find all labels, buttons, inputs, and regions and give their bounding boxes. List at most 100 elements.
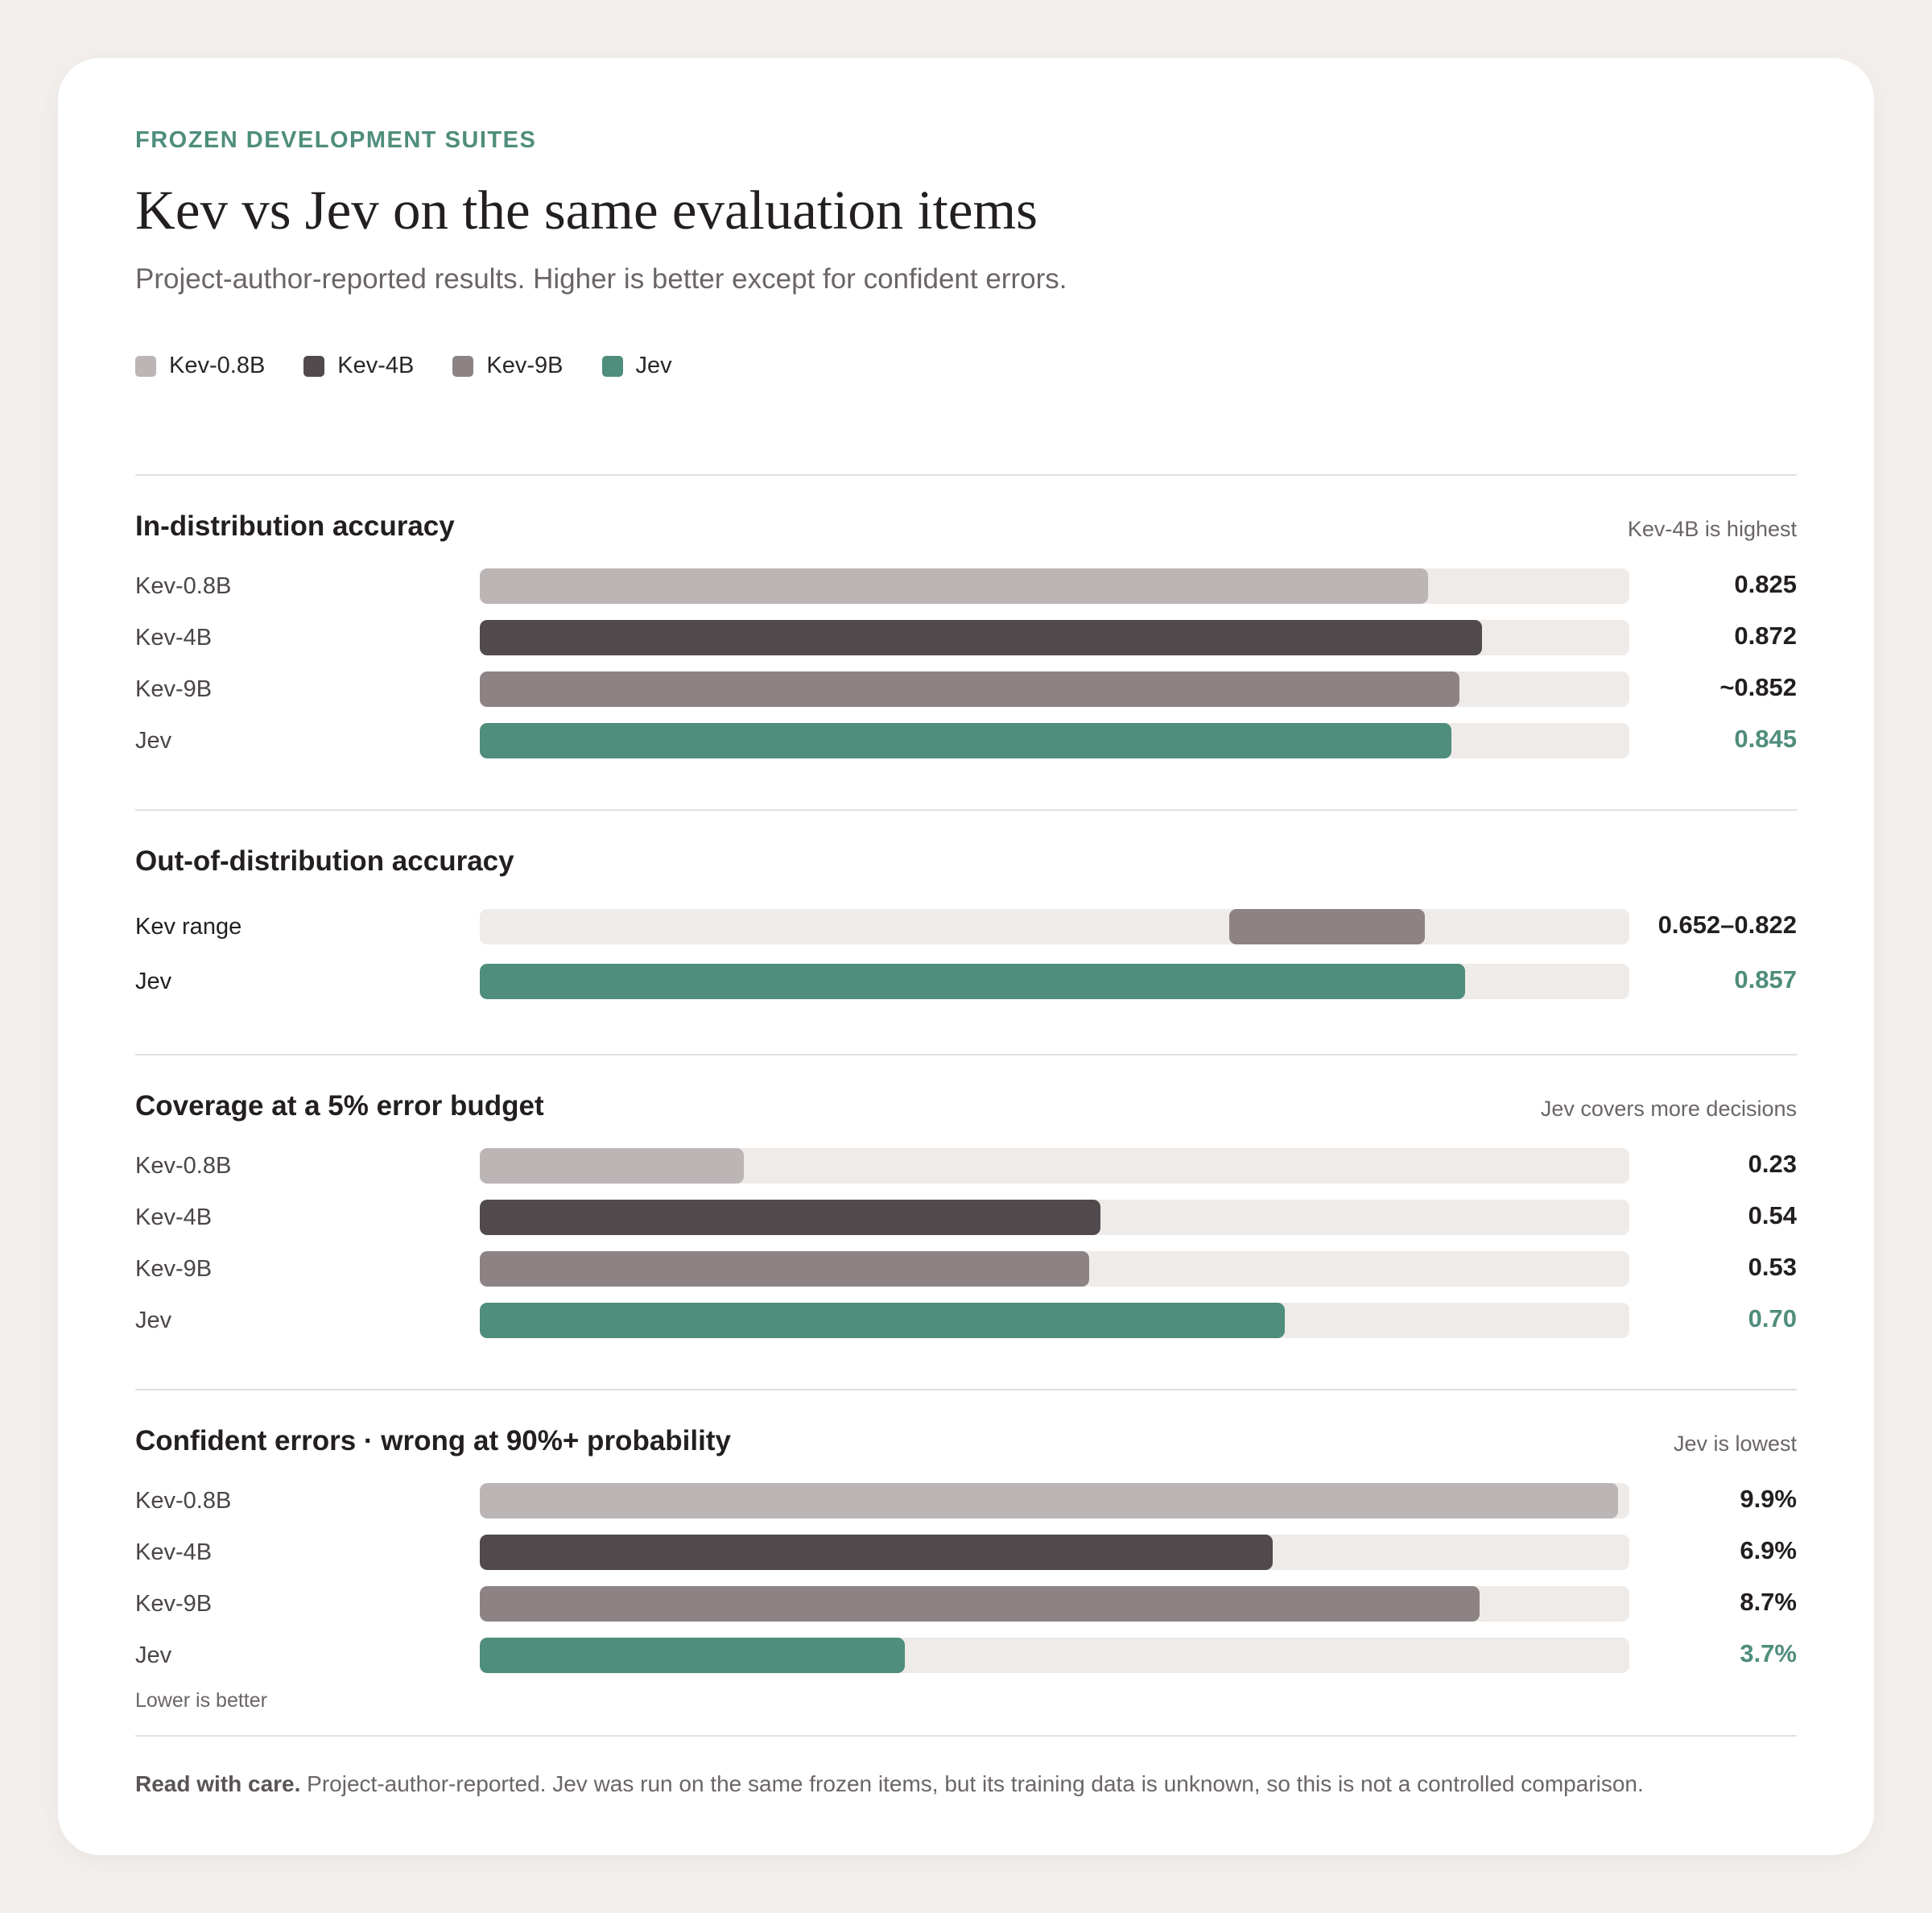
legend-swatch-kev-9b xyxy=(452,355,474,377)
bar-label: Kev-0.8B xyxy=(135,573,232,599)
section-title: Confident errors · wrong at 90%+ probabi… xyxy=(135,1425,731,1456)
bar-row: Kev-0.8B 0.23 xyxy=(135,1148,1797,1184)
divider xyxy=(135,809,1797,811)
bar-label: Jev xyxy=(135,728,172,754)
bar-value: 0.857 xyxy=(1734,965,1797,994)
legend-swatch-jev xyxy=(601,355,623,377)
bar-label: Kev-9B xyxy=(135,1591,213,1617)
divider xyxy=(135,1389,1797,1390)
section-note: Jev is lowest xyxy=(1673,1432,1797,1456)
bar-row: Kev-4B 6.9% xyxy=(135,1535,1797,1570)
bar-label: Kev-9B xyxy=(135,676,213,702)
bar-label: Kev-4B xyxy=(135,1539,213,1565)
bar-row: Kev-9B ~0.852 xyxy=(135,671,1797,707)
bar-label: Jev xyxy=(135,1642,172,1668)
bar-track xyxy=(480,1586,1629,1622)
bar-value: 0.23 xyxy=(1748,1150,1797,1178)
legend-item-kev-0-8b: Kev-0.8B xyxy=(135,353,265,379)
range-bar-fill xyxy=(1229,909,1425,944)
bar-track xyxy=(480,1638,1629,1673)
chart-card: FROZEN DEVELOPMENT SUITES Kev vs Jev on … xyxy=(58,58,1874,1855)
bar-fill xyxy=(480,671,1459,707)
chart-subtitle: Project-author-reported results. Higher … xyxy=(135,263,1067,295)
bar-value: 0.70 xyxy=(1748,1304,1797,1332)
divider xyxy=(135,1735,1797,1737)
bar-track xyxy=(480,1251,1629,1287)
section-note: Jev covers more decisions xyxy=(1540,1097,1797,1121)
bar-label: Kev-0.8B xyxy=(135,1153,232,1179)
bar-value: 0.872 xyxy=(1734,622,1797,650)
bar-label: Jev xyxy=(135,1308,172,1333)
bar-row: Kev-0.8B 0.825 xyxy=(135,568,1797,604)
bar-track xyxy=(480,909,1629,944)
bar-value: 6.9% xyxy=(1740,1536,1797,1564)
bar-track xyxy=(480,1535,1629,1570)
divider xyxy=(135,474,1797,476)
bar-track xyxy=(480,723,1629,758)
bar-fill xyxy=(480,1586,1480,1622)
lower-is-better-note: Lower is better xyxy=(135,1689,267,1712)
legend: Kev-0.8B Kev-4B Kev-9B Jev xyxy=(135,353,711,379)
bar-track xyxy=(480,1200,1629,1235)
footer-bold: Read with care. xyxy=(135,1771,301,1796)
bar-label: Kev-4B xyxy=(135,625,213,651)
footer-text: Project-author-reported. Jev was run on … xyxy=(300,1771,1644,1796)
bar-value: 0.845 xyxy=(1734,725,1797,753)
legend-item-kev-9b: Kev-9B xyxy=(452,353,564,379)
legend-label-kev-4b: Kev-4B xyxy=(337,353,415,378)
bar-row: Jev 0.845 xyxy=(135,723,1797,758)
bar-track xyxy=(480,1303,1629,1338)
bar-track xyxy=(480,568,1629,604)
bar-fill xyxy=(480,1638,906,1673)
bar-label: Kev-9B xyxy=(135,1256,213,1282)
section-title: Coverage at a 5% error budget xyxy=(135,1090,544,1122)
bar-fill xyxy=(480,1303,1285,1338)
bar-label: Kev-0.8B xyxy=(135,1488,232,1514)
bar-row: Kev range 0.652–0.822 xyxy=(135,909,1797,944)
bar-fill xyxy=(480,1251,1089,1287)
bar-fill xyxy=(480,723,1451,758)
legend-label-kev-0-8b: Kev-0.8B xyxy=(169,353,266,378)
bar-row: Jev 0.857 xyxy=(135,964,1797,999)
bar-value: 0.54 xyxy=(1748,1201,1797,1229)
bar-value: 0.825 xyxy=(1734,570,1797,598)
bar-label: Kev range xyxy=(135,914,242,940)
bar-value: ~0.852 xyxy=(1719,673,1797,701)
legend-label-jev: Jev xyxy=(635,353,672,378)
bar-track xyxy=(480,964,1629,999)
bar-track xyxy=(480,620,1629,655)
bar-track xyxy=(480,1483,1629,1518)
bar-fill xyxy=(480,1148,745,1184)
bar-row: Kev-4B 0.872 xyxy=(135,620,1797,655)
section-note: Kev-4B is highest xyxy=(1627,517,1797,541)
legend-swatch-kev-0-8b xyxy=(135,355,156,377)
section-title: In-distribution accuracy xyxy=(135,510,455,542)
section-title: Out-of-distribution accuracy xyxy=(135,845,514,877)
bar-fill xyxy=(480,964,1465,999)
bar-value: 0.652–0.822 xyxy=(1657,911,1797,939)
bar-track xyxy=(480,1148,1629,1184)
bar-row: Jev 0.70 xyxy=(135,1303,1797,1338)
legend-item-kev-4b: Kev-4B xyxy=(303,353,414,379)
eyebrow-label: FROZEN DEVELOPMENT SUITES xyxy=(135,127,537,153)
bar-label: Jev xyxy=(135,969,172,994)
bar-row: Kev-9B 0.53 xyxy=(135,1251,1797,1287)
bar-row: Jev 3.7% xyxy=(135,1638,1797,1673)
bar-value: 0.53 xyxy=(1748,1253,1797,1281)
bar-fill xyxy=(480,620,1483,655)
bar-row: Kev-9B 8.7% xyxy=(135,1586,1797,1622)
bar-row: Kev-0.8B 9.9% xyxy=(135,1483,1797,1518)
divider xyxy=(135,1054,1797,1056)
legend-item-jev: Jev xyxy=(601,353,672,379)
bar-fill xyxy=(480,1200,1101,1235)
bar-value: 3.7% xyxy=(1740,1639,1797,1667)
bar-fill xyxy=(480,1535,1274,1570)
bar-label: Kev-4B xyxy=(135,1204,213,1230)
chart-title: Kev vs Jev on the same evaluation items xyxy=(135,180,1038,241)
bar-value: 8.7% xyxy=(1740,1588,1797,1616)
bar-fill xyxy=(480,1483,1618,1518)
bar-value: 9.9% xyxy=(1740,1485,1797,1513)
legend-swatch-kev-4b xyxy=(303,355,325,377)
legend-label-kev-9b: Kev-9B xyxy=(486,353,564,378)
bar-fill xyxy=(480,568,1429,604)
